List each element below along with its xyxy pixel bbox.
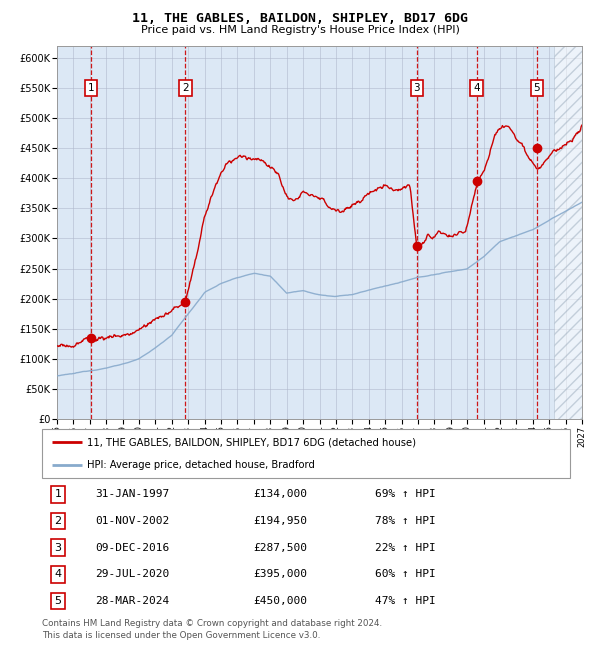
Text: £194,950: £194,950 — [253, 516, 307, 526]
Text: 60% ↑ HPI: 60% ↑ HPI — [374, 569, 436, 579]
Text: 4: 4 — [54, 569, 61, 579]
Text: 29-JUL-2020: 29-JUL-2020 — [95, 569, 169, 579]
Text: 1: 1 — [88, 83, 94, 93]
Text: 11, THE GABLES, BAILDON, SHIPLEY, BD17 6DG (detached house): 11, THE GABLES, BAILDON, SHIPLEY, BD17 6… — [87, 437, 416, 447]
Text: 28-MAR-2024: 28-MAR-2024 — [95, 596, 169, 606]
Text: 5: 5 — [533, 83, 540, 93]
FancyBboxPatch shape — [42, 429, 570, 478]
Text: 31-JAN-1997: 31-JAN-1997 — [95, 489, 169, 499]
Text: Price paid vs. HM Land Registry's House Price Index (HPI): Price paid vs. HM Land Registry's House … — [140, 25, 460, 34]
Text: £450,000: £450,000 — [253, 596, 307, 606]
Text: HPI: Average price, detached house, Bradford: HPI: Average price, detached house, Brad… — [87, 460, 315, 470]
Text: £395,000: £395,000 — [253, 569, 307, 579]
Text: £287,500: £287,500 — [253, 543, 307, 552]
Bar — [554, 46, 582, 419]
Text: 69% ↑ HPI: 69% ↑ HPI — [374, 489, 436, 499]
Text: 22% ↑ HPI: 22% ↑ HPI — [374, 543, 436, 552]
Text: 5: 5 — [55, 596, 61, 606]
Text: 78% ↑ HPI: 78% ↑ HPI — [374, 516, 436, 526]
Text: £134,000: £134,000 — [253, 489, 307, 499]
Text: 2: 2 — [182, 83, 189, 93]
Text: 4: 4 — [473, 83, 480, 93]
Text: 11, THE GABLES, BAILDON, SHIPLEY, BD17 6DG: 11, THE GABLES, BAILDON, SHIPLEY, BD17 6… — [132, 12, 468, 25]
Text: 09-DEC-2016: 09-DEC-2016 — [95, 543, 169, 552]
Text: Contains HM Land Registry data © Crown copyright and database right 2024.
This d: Contains HM Land Registry data © Crown c… — [42, 619, 382, 640]
Bar — [554, 46, 582, 419]
Text: 2: 2 — [54, 516, 61, 526]
Text: 3: 3 — [55, 543, 61, 552]
Text: 01-NOV-2002: 01-NOV-2002 — [95, 516, 169, 526]
Text: 1: 1 — [55, 489, 61, 499]
Text: 3: 3 — [413, 83, 420, 93]
Text: 47% ↑ HPI: 47% ↑ HPI — [374, 596, 436, 606]
